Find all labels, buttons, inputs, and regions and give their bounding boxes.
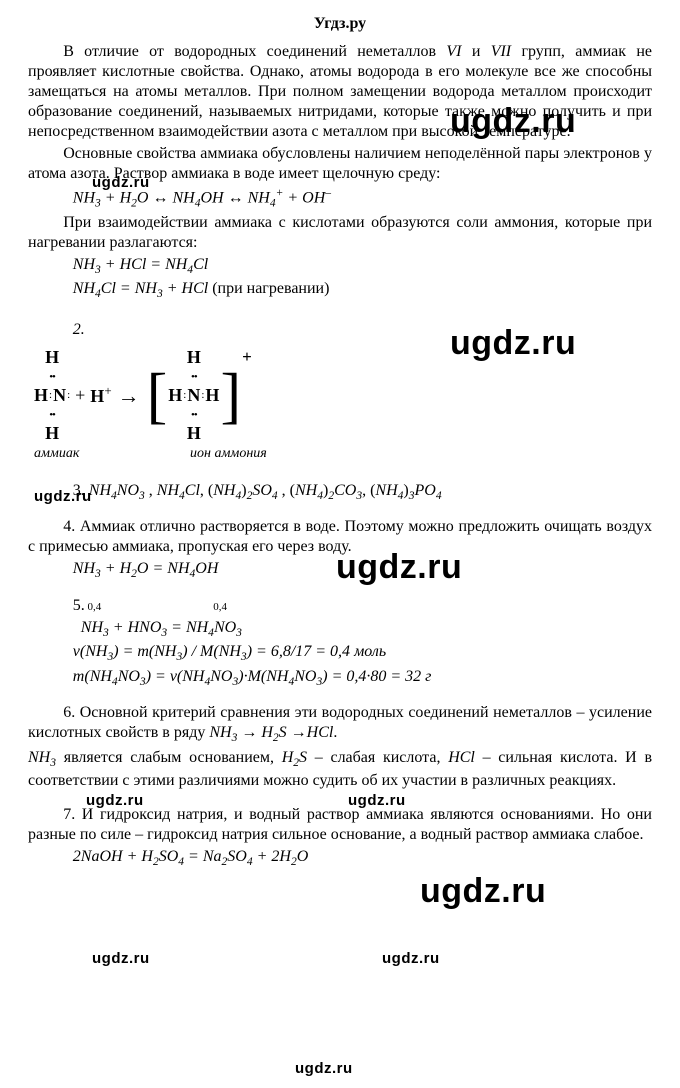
q7-num: 7. (63, 806, 75, 823)
arrow-icon: → (112, 382, 146, 410)
dots-icon: •• (45, 367, 59, 386)
dots-icon: •• (187, 367, 201, 386)
q6-hcl: HCl (448, 749, 475, 766)
q6-p1: 6. Основной критерий сравнения эти водор… (28, 703, 652, 746)
watermark-small: ugdz.ru (382, 950, 440, 969)
q6-dot: . (333, 724, 337, 741)
dots-icon: •• (187, 405, 201, 424)
bracket-left-icon: [ (146, 367, 169, 425)
q6-d: – слабая кислота, (307, 749, 448, 766)
watermark-small: ugdz.ru (92, 950, 150, 969)
q6-h2s: H2S (282, 749, 307, 766)
p1-a: В отличие от водородных соединений немет… (63, 43, 446, 60)
dots-icon: •• (45, 405, 59, 424)
eq3-note: (при нагревании) (208, 280, 329, 297)
lewis-h-top: H (45, 348, 59, 367)
lewis-n: N (53, 386, 66, 405)
q6-p2: NH3 является слабым основанием, H2S – сл… (28, 748, 652, 791)
q5-l3: m(NH4NO3) = ν(NH4NO3)·M(NH4NO3) = 0,4·80… (28, 667, 652, 690)
q4-text: 4. Аммиак отлично растворяется в воде. П… (28, 517, 652, 557)
lewis2-h-left: H (168, 386, 182, 405)
label-ammiak: аммиак (28, 445, 120, 463)
page-title: Угдз.ру (28, 14, 652, 34)
paragraph-2: Основные свойства аммиака обусловлены на… (28, 144, 652, 184)
q3-num: 3. (73, 482, 85, 499)
q3-line: 3. NH4NO3 , NH4Cl, (NH4)2SO4 , (NH4)2CO3… (28, 481, 652, 504)
q7-text: 7. И гидроксид натрия, и водный раствор … (28, 805, 652, 845)
lewis2-n: N (187, 386, 200, 405)
q5-top2: 0,4 (105, 601, 227, 613)
equation-1: NH3 + H2O ↔ NH4OH ↔ NH4+ + OH– (28, 186, 652, 211)
p1-vii: VII (491, 43, 511, 60)
plus-operator: + (70, 384, 90, 407)
paragraph-3: При взаимодействии аммиака с кислотами о… (28, 213, 652, 253)
q5-top1: 0,4 (85, 601, 102, 613)
q6-b: является слабым основанием, (56, 749, 282, 766)
ion-charge: + (242, 346, 252, 367)
p1-b: и (462, 43, 491, 60)
equation-3: NH4Cl = NH3 + HCl (при нагревании) (28, 279, 652, 302)
lewis-h-left: H (34, 386, 48, 405)
lewis2-h-right: H (205, 386, 219, 405)
equation-2: NH3 + HCl = NH4Cl (28, 255, 652, 278)
hplus-charge: + (104, 383, 111, 398)
q5-num: 5. (73, 597, 85, 614)
hplus-h: H (90, 386, 104, 406)
q4-eq: NH3 + H2O = NH4OH (28, 559, 652, 582)
q6-num: 6. (63, 704, 75, 721)
lewis-structure: H •• H : N : •• H + H+ → [ H •• H : N : … (28, 348, 652, 443)
q6-nh3: NH3 (28, 749, 56, 766)
q5-eq: NH3 + HNO3 = NH4NO3 (28, 618, 652, 641)
watermark-small: ugdz.ru (295, 1060, 353, 1079)
q7-body: И гидроксид натрия, и водный раствор амм… (28, 806, 652, 843)
q4-num: 4. (63, 518, 75, 535)
q5-line1: 5. 0,4 0,4 (28, 596, 652, 616)
watermark-big: ugdz.ru (420, 870, 546, 913)
lewis-hplus: H+ (90, 383, 111, 408)
q5-l2: ν(NH3) = m(NH3) / M(NH3) = 6,8/17 = 0,4 … (28, 642, 652, 665)
q4-body: Аммиак отлично растворяется в воде. Поэт… (28, 518, 652, 555)
q2-number: 2. (28, 320, 652, 340)
lewis2-h-top: H (187, 348, 201, 367)
p1-vi: VI (446, 43, 461, 60)
lewis2-h-bottom: H (187, 424, 201, 443)
bracket-right-icon: ] (219, 367, 242, 425)
paragraph-1: В отличие от водородных соединений немет… (28, 42, 652, 142)
q7-eq: 2NaOH + H2SO4 = Na2SO4 + 2H2O (28, 847, 652, 870)
lewis-h-bottom: H (45, 424, 59, 443)
q6-a: Основной критерий сравнения эти водородн… (28, 704, 652, 741)
label-ion: ион аммония (120, 445, 267, 463)
lewis-labels: аммиак ион аммония (28, 445, 652, 463)
